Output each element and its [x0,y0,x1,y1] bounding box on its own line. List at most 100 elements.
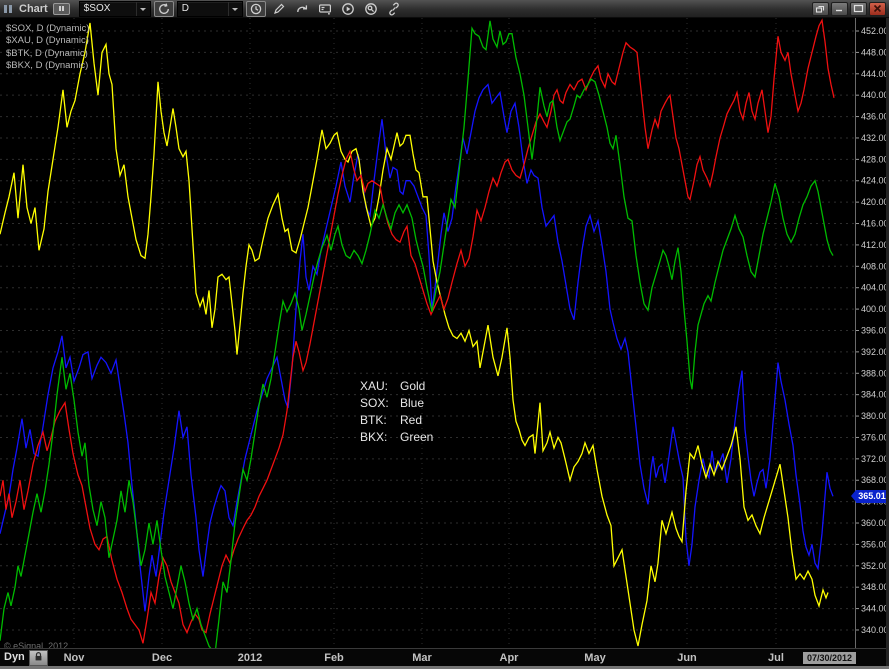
y-axis-label: 436.00 [861,112,889,122]
y-axis-label: 448.00 [861,47,889,57]
time-axis-bar: Dyn 07/30/2012 Nov Dec 2012 Feb Mar Apr May Jun… [0,648,889,666]
redo-button[interactable] [292,1,312,17]
symbol-combo-value: $SOX [83,3,111,14]
x-axis-month-label: May [584,652,606,664]
y-axis-label: 452.00 [861,26,889,36]
zoom-search-button[interactable] [361,1,381,17]
chevron-down-icon[interactable] [227,1,242,16]
time-template-button[interactable] [245,0,266,17]
y-axis-label: 340.00 [861,625,889,635]
close-button[interactable] [869,0,886,18]
annotation-label: BTK: [360,413,387,427]
annotation-row: BKX: Green [360,429,433,446]
y-axis-label: 404.00 [861,283,889,293]
last-price-value: 365.01 [858,491,886,502]
close-icon [872,0,883,18]
annotation-label: BKX: [360,430,388,444]
time-template-lock-button[interactable] [29,650,48,666]
y-axis-label: 408.00 [861,261,889,271]
x-axis-month-label: Nov [63,652,85,664]
y-axis-label: 352.00 [861,561,889,571]
y-axis-label: 432.00 [861,133,889,143]
replay-button[interactable] [338,1,358,17]
legend-entry: $BKX, D (Dynamic) [6,60,89,72]
maximize-button[interactable] [850,1,867,16]
clock-icon [249,2,263,16]
interval-combo[interactable]: D [176,0,243,17]
series-legend: $SOX, D (Dynamic) $XAU, D (Dynamic) $BTK, … [6,23,89,73]
x-axis-month-label: 2012 [237,652,263,664]
y-axis-label: 360.00 [861,518,889,528]
y-axis-label: 400.00 [861,304,889,314]
annotation-value: Blue [400,396,425,410]
play-icon [341,2,355,16]
quote-board-button[interactable] [315,1,335,17]
legend-entry: $XAU, D (Dynamic) [6,35,89,47]
y-axis-label: 356.00 [861,539,889,549]
refresh-button[interactable] [153,0,174,17]
last-date-label: 07/30/2012 [802,652,856,664]
annotation-label: SOX: [360,396,389,410]
y-axis-label: 424.00 [861,176,889,186]
redo-icon [295,2,309,16]
x-axis-month-label: Dec [151,652,173,664]
last-price-tag: 365.01 [851,489,888,503]
x-axis-month-label: Jul [768,652,784,664]
window-right-edge [886,18,889,666]
series-line-btk [0,18,835,644]
x-axis-month-label: Apr [499,652,519,664]
quote-board-icon [318,2,332,16]
annotation-value: Green [400,430,434,444]
annotation-label: XAU: [360,379,389,393]
annotation-row: BTK: Red [360,412,433,429]
y-axis-label: 344.00 [861,604,889,614]
window-title: Chart [19,2,48,15]
y-axis-label: 380.00 [861,411,889,421]
y-axis-label: 440.00 [861,90,889,100]
lock-icon [33,649,44,667]
chevron-down-icon[interactable] [135,1,150,16]
title-badge-icon [52,2,70,15]
window-bottom-edge[interactable] [0,666,889,669]
y-axis-label: 376.00 [861,432,889,442]
annotation-value: Red [400,413,423,427]
titlebar: Chart $SOX D [0,0,889,18]
y-axis-label: 348.00 [861,582,889,592]
copyright-text: © eSignal, 2012 [4,641,69,651]
refresh-icon [157,2,171,16]
y-axis-label: 444.00 [861,69,889,79]
link-button[interactable] [384,1,404,17]
symbol-combo[interactable]: $SOX [78,0,151,17]
series-line-xau [0,22,829,647]
window-controls [812,0,886,18]
draw-tool-button[interactable] [269,1,289,17]
y-axis-label: 420.00 [861,197,889,207]
dynamic-mode-label: Dyn [4,651,25,663]
pencil-icon [272,2,286,16]
x-axis-month-label: Mar [412,652,432,664]
window-icon [2,3,14,15]
restore-icon [815,0,826,18]
minimize-button[interactable] [831,0,848,18]
x-axis-month-label: Jun [677,652,697,664]
minimize-icon [834,0,845,18]
restore-button[interactable] [812,0,829,18]
y-axis-label: 368.00 [861,475,889,485]
y-axis-label: 396.00 [861,325,889,335]
x-axis-month-label: Feb [324,652,344,664]
y-axis-label: 384.00 [861,390,889,400]
series-line-sox [0,83,834,612]
series-line-bkx [0,20,834,648]
annotation-value: Gold [400,379,426,393]
y-axis-label: 412.00 [861,240,889,250]
chart-text-annotation: XAU: Gold SOX: Blue BTK: Red BKX: Green [360,378,433,446]
y-axis-label: 416.00 [861,219,889,229]
annotation-row: SOX: Blue [360,395,433,412]
y-axis-label: 388.00 [861,368,889,378]
search-icon [364,2,378,16]
legend-entry: $BTK, D (Dynamic) [6,47,88,59]
link-icon [387,2,401,16]
annotation-row: XAU: Gold [360,378,433,395]
